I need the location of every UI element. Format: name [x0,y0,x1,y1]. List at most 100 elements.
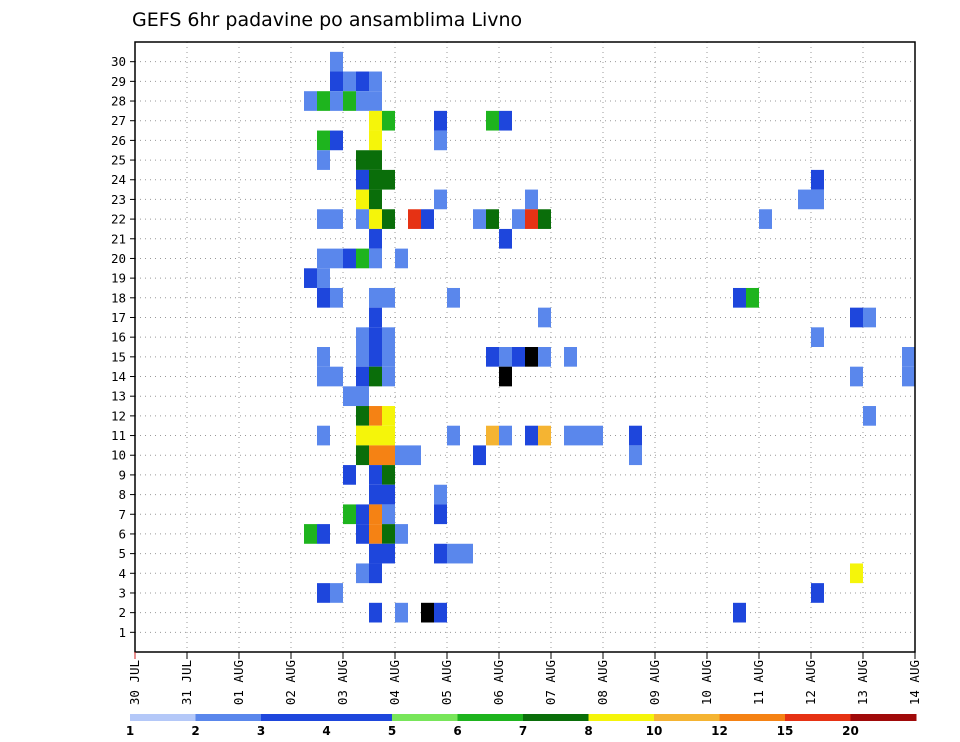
y-tick-label: 7 [118,507,126,522]
heatmap-cell [369,327,382,347]
heatmap-cell [356,366,369,387]
x-tick-label: 02 AUG [283,660,298,705]
heatmap-cell [811,169,824,190]
colorbar-label: 1 [126,724,134,738]
heatmap-cell [356,524,369,544]
heatmap-cell [577,425,590,446]
heatmap-cell [343,465,356,485]
heatmap-cell [382,287,395,308]
heatmap-cell [369,150,382,170]
heatmap-cell [395,602,408,623]
heatmap-cell [304,91,317,111]
heatmap-cell [902,347,915,367]
heatmap-cell [499,228,512,249]
heatmap-cell [382,504,395,525]
heatmap-cell [304,268,317,288]
y-tick-label: 15 [111,349,126,364]
heatmap-cell [759,209,772,229]
heatmap-cell [317,425,330,446]
heatmap-cell [317,130,330,151]
heatmap-cell [317,91,330,111]
y-tick-label: 18 [111,290,126,305]
heatmap-cell [356,425,369,446]
heatmap-cell [343,91,356,111]
heatmap-cell [382,406,395,426]
heatmap-cell [369,287,382,308]
heatmap-cell [369,445,382,466]
heatmap-cell [538,425,551,446]
heatmap-cell [356,386,369,407]
heatmap-cell [447,425,460,446]
heatmap-cell [564,347,577,367]
x-tick-label: 12 AUG [803,660,818,705]
plot-frame [134,41,916,653]
heatmap-cell [499,366,512,387]
y-tick-label: 9 [118,467,126,482]
colorbar-label: 15 [777,724,794,738]
heatmap-cell [525,189,538,210]
y-tick-label: 25 [111,153,126,168]
x-tick-label: 13 AUG [855,660,870,705]
heatmap-cell [369,406,382,426]
y-tick-label: 6 [118,526,126,541]
heatmap-cell [421,209,434,229]
heatmap-cell [317,268,330,288]
x-tick-label: 04 AUG [387,660,402,705]
heatmap-cell [382,366,395,387]
heatmap-cell [629,425,642,446]
heatmap-cell [356,327,369,347]
y-tick-label: 4 [118,566,126,581]
heatmap-cell [447,287,460,308]
colorbar-swatch [785,714,851,721]
heatmap-cell [434,110,447,131]
heatmap-cell [434,543,447,564]
colorbar-swatch [195,714,262,721]
heatmap-cell [356,169,369,190]
x-axis: 30 JUL 31 JUL 01 AUG 02 AUG 03 AUG 04 AUG 05 A… [127,652,922,705]
heatmap-cell [356,91,369,111]
heatmap-cell [356,248,369,269]
heatmap-cell [369,110,382,131]
colorbar-swatch [588,714,655,721]
heatmap-cell [499,347,512,367]
x-tick-label: 08 AUG [595,660,610,705]
heatmap-cell [382,169,395,190]
heatmap-cell [564,425,577,446]
y-tick-label: 8 [118,487,126,502]
heatmap-cell [382,327,395,347]
heatmap-cell [369,563,382,584]
colorbar-swatch [130,714,196,721]
heatmap-cell [369,209,382,229]
y-tick-label: 3 [118,585,126,600]
heatmap-cell [369,71,382,92]
heatmap-cell [369,366,382,387]
heatmap-cell [356,347,369,367]
heatmap-cell [486,425,499,446]
heatmap-cell [850,563,863,584]
colorbar-label: 6 [453,724,461,738]
heatmap-cell [525,209,538,229]
heatmap-cell [317,524,330,544]
y-tick-label: 14 [111,369,126,384]
heatmap-cell [317,347,330,367]
heatmap-cell [330,71,343,92]
heatmap-cell [369,91,382,111]
heatmap-cell [369,524,382,544]
y-tick-label: 20 [111,251,126,266]
heatmap-cell [356,189,369,210]
heatmap-cell [369,504,382,525]
heatmap-cell [460,543,473,564]
heatmap-cell [369,228,382,249]
heatmap-cell [382,209,395,229]
x-tick-label: 07 AUG [543,660,558,705]
x-tick-label: 10 AUG [699,660,714,705]
y-tick-label: 11 [111,428,126,443]
y-tick-label: 17 [111,310,126,325]
colorbar-swatch [261,714,327,721]
heatmap-cell [408,445,421,466]
heatmap-cell [395,248,408,269]
heatmap-cell [356,71,369,92]
heatmap-cell [356,209,369,229]
heatmap-cell [512,209,525,229]
